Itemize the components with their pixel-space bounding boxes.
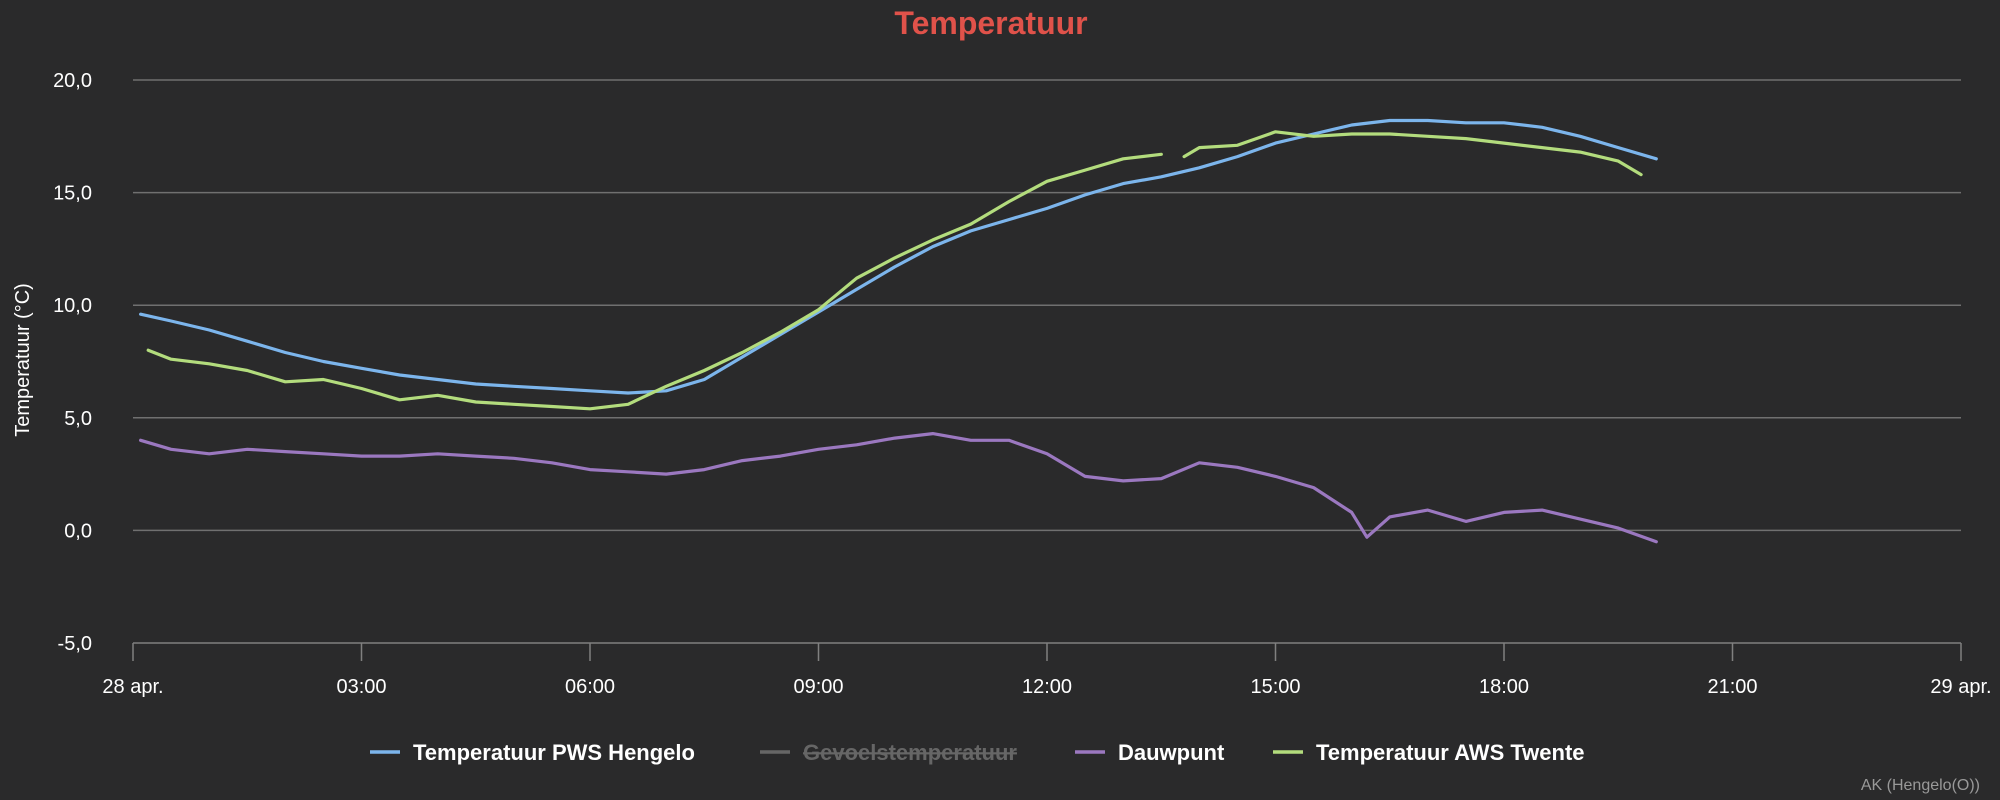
legend-item-gevoelstemperatuur[interactable]: Gevoelstemperatuur	[760, 740, 1017, 765]
y-tick-label: 20,0	[53, 70, 92, 92]
legend: Temperatuur PWS Hengelo Gevoelstemperatuu…	[370, 740, 1585, 765]
y-tick-label: 5,0	[64, 408, 92, 430]
legend-label: Gevoelstemperatuur	[803, 740, 1017, 765]
legend-label: Dauwpunt	[1118, 740, 1225, 765]
y-tick-label: 15,0	[53, 183, 92, 205]
y-axis-title: Temperatuur (°C)	[12, 283, 34, 437]
legend-label: Temperatuur AWS Twente	[1316, 740, 1585, 765]
x-axis: 28 apr. 03:00 06:00 09:00 12:00 15:00 18:00 21:…	[102, 642, 1992, 698]
series-line-temperatuur-pws-hengelo	[139, 118, 1658, 395]
x-tick-label: 12:00	[1022, 676, 1072, 698]
legend-item-temperatuur-aws-twente[interactable]: Temperatuur AWS Twente	[1273, 740, 1585, 765]
y-tick-label: 10,0	[53, 295, 92, 317]
y-tick-label: -5,0	[58, 633, 92, 655]
x-tick-label: 29 apr.	[1930, 676, 1991, 698]
x-tick-label: 21:00	[1707, 676, 1757, 698]
legend-label: Temperatuur PWS Hengelo	[413, 740, 695, 765]
legend-item-dauwpunt[interactable]: Dauwpunt	[1075, 740, 1225, 765]
y-axis: 20,0 15,0 10,0 5,0 0,0 -5,0	[53, 70, 92, 655]
chart-credit: AK (Hengelo(O))	[1861, 777, 1980, 794]
x-tick-label: 15:00	[1250, 676, 1300, 698]
series-line-temperatuur-aws-twente	[146, 130, 1643, 411]
x-tick-label: 06:00	[565, 676, 615, 698]
x-tick-label: 03:00	[336, 676, 386, 698]
chart-title: Temperatuur	[894, 5, 1087, 41]
x-tick-label: 18:00	[1479, 676, 1529, 698]
grid	[133, 79, 1961, 532]
series-line-dauwpunt	[139, 432, 1658, 544]
x-tick-label: 28 apr.	[102, 676, 163, 698]
legend-item-temperatuur-pws-hengelo[interactable]: Temperatuur PWS Hengelo	[370, 740, 695, 765]
y-tick-label: 0,0	[64, 520, 92, 542]
x-tick-label: 09:00	[793, 676, 843, 698]
series-layer	[139, 118, 1658, 544]
